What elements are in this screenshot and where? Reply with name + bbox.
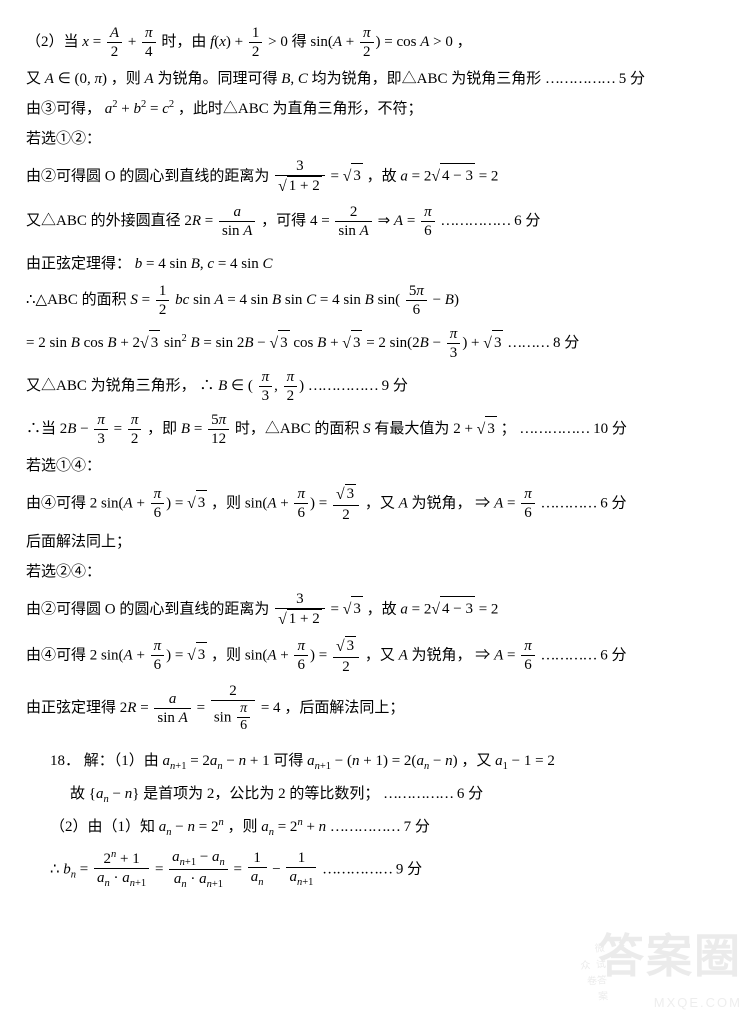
points-10: 10 分 [593, 421, 627, 437]
points-5: 5 分 [619, 71, 645, 87]
text: 由正弦定理得 [26, 700, 116, 716]
line-from-4a: 由④可得 2 sin(A + π6) = 3 ，则 sin(A + π6) = … [26, 484, 726, 524]
text: 若选②④： [26, 564, 101, 580]
text: 可得 [273, 753, 303, 769]
text: 又 [26, 71, 41, 87]
points-8: 8 分 [553, 335, 579, 351]
text: 时，△ABC 的面积 [235, 421, 360, 437]
line-circumdiameter: 又△ABC 的外接圆直径 2R = asin A ，可得 4 = 2sin A … [26, 203, 726, 240]
points-6c: 6 分 [600, 647, 626, 663]
text: ，故 [367, 168, 397, 184]
text: 有最大值为 [374, 421, 449, 437]
line-from-4b: 由④可得 2 sin(A + π6) = 3 ，则 sin(A + π6) = … [26, 636, 726, 676]
text: 又△ABC 的外接圆直径 [26, 213, 181, 229]
text: ，即 [147, 421, 177, 437]
q18-number: 18． [50, 753, 80, 769]
text: 解：（1）由 [84, 753, 159, 769]
text: ，后面解法同上； [284, 700, 404, 716]
line-area-expr: ∴△ABC 的面积 S = 12 bc sin A = 4 sin B sin … [26, 282, 726, 319]
line-choose-24: 若选②④： [26, 560, 726, 584]
points-9: 9 分 [382, 378, 408, 394]
text: ∴△ABC 的面积 [26, 292, 127, 308]
watermark-side: 微众 试卷答案 [579, 941, 609, 1007]
line-max-area: ∴当 2B − π3 = π2 ，即 B = 5π12 时，△ABC 的面积 S… [26, 411, 726, 448]
watermark-big: 答案圈 [598, 920, 742, 994]
text: 为锐角， [412, 495, 472, 511]
points-6a: 6 分 [514, 213, 540, 229]
text: 由②可得圆 O 的圆心到直线的距离为 [26, 601, 269, 617]
text: ，则 [211, 647, 241, 663]
text: ∴当 [26, 421, 56, 437]
text: 又△ABC 为锐角三角形， [26, 378, 196, 394]
text: 故 [70, 786, 85, 802]
text: 时，由 [161, 34, 206, 50]
q18-line1: 18． 解：（1）由 an+1 = 2an − n + 1 可得 an+1 − … [26, 749, 726, 776]
text: ，此时△ABC 为直角三角形，不符； [178, 101, 423, 117]
points-q18-6: 6 分 [457, 786, 483, 802]
line-choose-14: 若选①④： [26, 454, 726, 478]
text: ，则 [227, 819, 257, 835]
line-area-simplify: = 2 sin B cos B + 23 sin2 B = sin 2B − 3… [26, 325, 726, 362]
text: ； [501, 421, 516, 437]
line-from-3: 由③可得， a2 + b2 = c2 ，此时△ABC 为直角三角形，不符； [26, 97, 726, 121]
watermark-small: MXQE.COM [598, 993, 742, 1014]
text: ， [457, 34, 472, 50]
text: 是首项为 2，公比为 2 的等比数列； [143, 786, 379, 802]
text: ，则 [211, 495, 241, 511]
text: ，又 [365, 495, 395, 511]
watermark: 微众 试卷答案 答案圈 MXQE.COM [598, 920, 742, 1014]
text: 为锐角。同理可得 [157, 71, 277, 87]
text: 若选①④： [26, 458, 101, 474]
line-choose-12: 若选①②： [26, 127, 726, 151]
text: ，故 [367, 601, 397, 617]
text: 后面解法同上； [26, 534, 131, 550]
q18-line4: ∴ bn = 2n + 1an · an+1 = an+1 − anan · a… [26, 848, 726, 892]
text: ，又 [461, 753, 491, 769]
line-A-acute: 又 A ∈ (0, π) ，则 A 为锐角。同理可得 B, C 均为锐角，即△A… [26, 67, 726, 91]
q18-line3: （2）由（1）知 an − n = 2n ，则 an = 2n + n …………… [26, 815, 726, 842]
line-2-intro: （2）当 x = A2 + π4 时，由 f(x) + 12 > 0 得 sin… [26, 24, 726, 61]
q18-line2: 故 {an − n} 是首项为 2，公比为 2 的等比数列； …………… 6 分 [26, 782, 726, 809]
text: 由④可得 [26, 647, 86, 663]
text: ，则 [111, 71, 141, 87]
text: ，可得 [261, 213, 306, 229]
line-law-of-sines: 由正弦定理得： b = 4 sin B, c = 4 sin C [26, 252, 726, 276]
text: 若选①②： [26, 131, 101, 147]
text: 由②可得圆 O 的圆心到直线的距离为 [26, 168, 269, 184]
text: ，又 [365, 647, 395, 663]
line-distance-12: 由②可得圆 O 的圆心到直线的距离为 31 + 2 = 3 ，故 a = 24 … [26, 157, 726, 197]
points-q18-7: 7 分 [404, 819, 430, 835]
points-q18-9: 9 分 [396, 861, 422, 877]
text: （2）由（1）知 [50, 819, 155, 835]
text: 得 [292, 34, 307, 50]
text: 由正弦定理得： [26, 256, 131, 272]
line-2R-again: 由正弦定理得 2R = asin A = 2sin π6 = 4 ，后面解法同上… [26, 682, 726, 736]
text: （2）当 [26, 34, 79, 50]
line-distance-24: 由②可得圆 O 的圆心到直线的距离为 31 + 2 = 3 ，故 a = 24 … [26, 590, 726, 630]
text: 由③可得， [26, 101, 101, 117]
text: 为锐角， [412, 647, 472, 663]
text: 由④可得 [26, 495, 86, 511]
points-6b: 6 分 [600, 495, 626, 511]
text: 均为锐角，即△ABC 为锐角三角形 [312, 71, 542, 87]
line-B-range: 又△ABC 为锐角三角形， ∴ B ∈ ( π3, π2) …………… 9 分 [26, 368, 726, 405]
line-same-as-above-1: 后面解法同上； [26, 530, 726, 554]
